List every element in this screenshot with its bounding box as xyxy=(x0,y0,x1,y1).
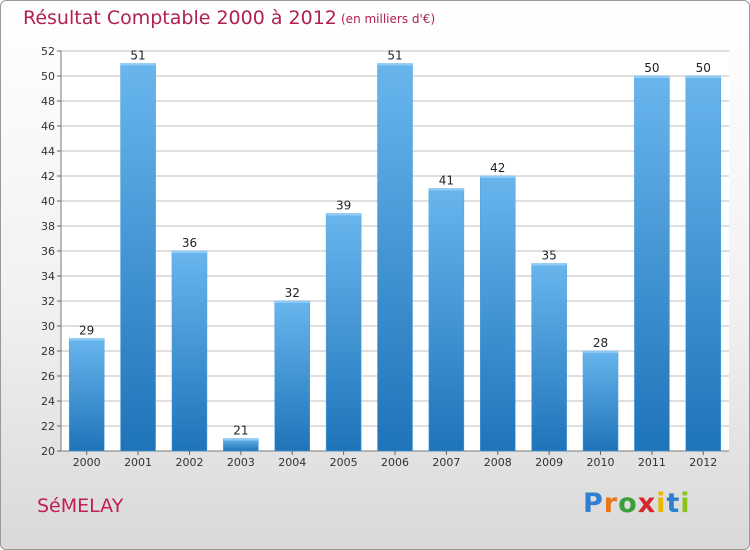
x-tick-label: 2005 xyxy=(330,456,358,469)
bar xyxy=(685,75,722,452)
data-label: 21 xyxy=(233,424,248,438)
y-tick-label: 44 xyxy=(41,145,55,158)
logo-letter: o xyxy=(618,488,638,519)
y-tick-label: 52 xyxy=(41,45,55,58)
y-tick-label: 50 xyxy=(41,70,55,83)
x-tick-label: 2000 xyxy=(73,456,101,469)
x-tick-label: 2003 xyxy=(227,456,255,469)
y-tick-label: 32 xyxy=(41,295,55,308)
data-label: 39 xyxy=(336,199,351,213)
data-label: 51 xyxy=(130,49,145,63)
y-tick-label: 36 xyxy=(41,245,55,258)
bar-highlight xyxy=(171,251,207,253)
bar-highlight xyxy=(326,213,362,216)
proxiti-logo: Proxiti xyxy=(583,488,691,519)
y-tick-label: 26 xyxy=(41,370,55,383)
data-label: 42 xyxy=(490,161,505,175)
bar xyxy=(120,63,156,452)
x-tick-label: 2012 xyxy=(689,456,717,469)
data-label: 35 xyxy=(542,249,557,263)
bar-highlight xyxy=(377,63,413,66)
bar-highlight xyxy=(223,438,259,441)
data-label: 32 xyxy=(285,286,300,300)
x-tick-label: 2009 xyxy=(535,456,563,469)
bar-highlight xyxy=(634,76,670,78)
bar xyxy=(634,75,670,452)
bar xyxy=(582,350,619,452)
bar xyxy=(480,175,516,452)
bar-highlight xyxy=(531,263,567,266)
chart-title: Résultat Comptable 2000 à 2012 xyxy=(23,7,337,29)
logo-letter: t xyxy=(666,488,681,519)
bar xyxy=(325,213,362,452)
bar-highlight xyxy=(480,176,516,178)
y-tick-label: 24 xyxy=(41,395,55,408)
y-tick-label: 40 xyxy=(41,195,55,208)
logo-letter: i xyxy=(680,488,691,519)
data-label: 50 xyxy=(696,61,711,75)
bar-highlight xyxy=(274,301,310,303)
bar-highlight xyxy=(428,188,464,191)
logo-letter: i xyxy=(656,488,667,519)
y-tick-label: 38 xyxy=(41,220,55,233)
bar xyxy=(377,63,413,452)
y-tick-label: 34 xyxy=(41,270,55,283)
y-tick-label: 42 xyxy=(41,170,55,183)
bar-highlight xyxy=(69,338,105,341)
bar xyxy=(171,250,208,452)
x-tick-label: 2007 xyxy=(432,456,460,469)
x-tick-label: 2006 xyxy=(381,456,409,469)
x-tick-label: 2001 xyxy=(124,456,152,469)
data-label: 28 xyxy=(593,336,608,350)
x-tick-label: 2011 xyxy=(638,456,666,469)
y-tick-label: 30 xyxy=(41,320,55,333)
data-label: 51 xyxy=(387,49,402,63)
bar xyxy=(428,188,465,452)
bar xyxy=(68,338,105,452)
y-tick-label: 20 xyxy=(41,445,55,458)
data-label: 41 xyxy=(439,174,454,188)
x-tick-label: 2002 xyxy=(175,456,203,469)
y-tick-label: 48 xyxy=(41,95,55,108)
logo-letter: P xyxy=(583,488,604,519)
data-label: 29 xyxy=(79,324,94,338)
bar-highlight xyxy=(120,63,156,66)
logo-letter: x xyxy=(637,488,657,519)
town-name: SéMELAY xyxy=(37,495,124,517)
bar-highlight xyxy=(583,351,619,353)
bar xyxy=(274,300,310,452)
y-tick-label: 22 xyxy=(41,420,55,433)
chart-subtitle: (en milliers d'€) xyxy=(341,12,436,26)
logo-letter: r xyxy=(603,488,619,519)
data-label: 50 xyxy=(644,61,659,75)
data-label: 36 xyxy=(182,236,197,250)
bar xyxy=(531,263,567,452)
bar-highlight xyxy=(685,76,721,78)
y-tick-label: 28 xyxy=(41,345,55,358)
x-tick-label: 2004 xyxy=(278,456,306,469)
x-tick-label: 2008 xyxy=(484,456,512,469)
x-tick-label: 2010 xyxy=(587,456,615,469)
y-tick-label: 46 xyxy=(41,120,55,133)
